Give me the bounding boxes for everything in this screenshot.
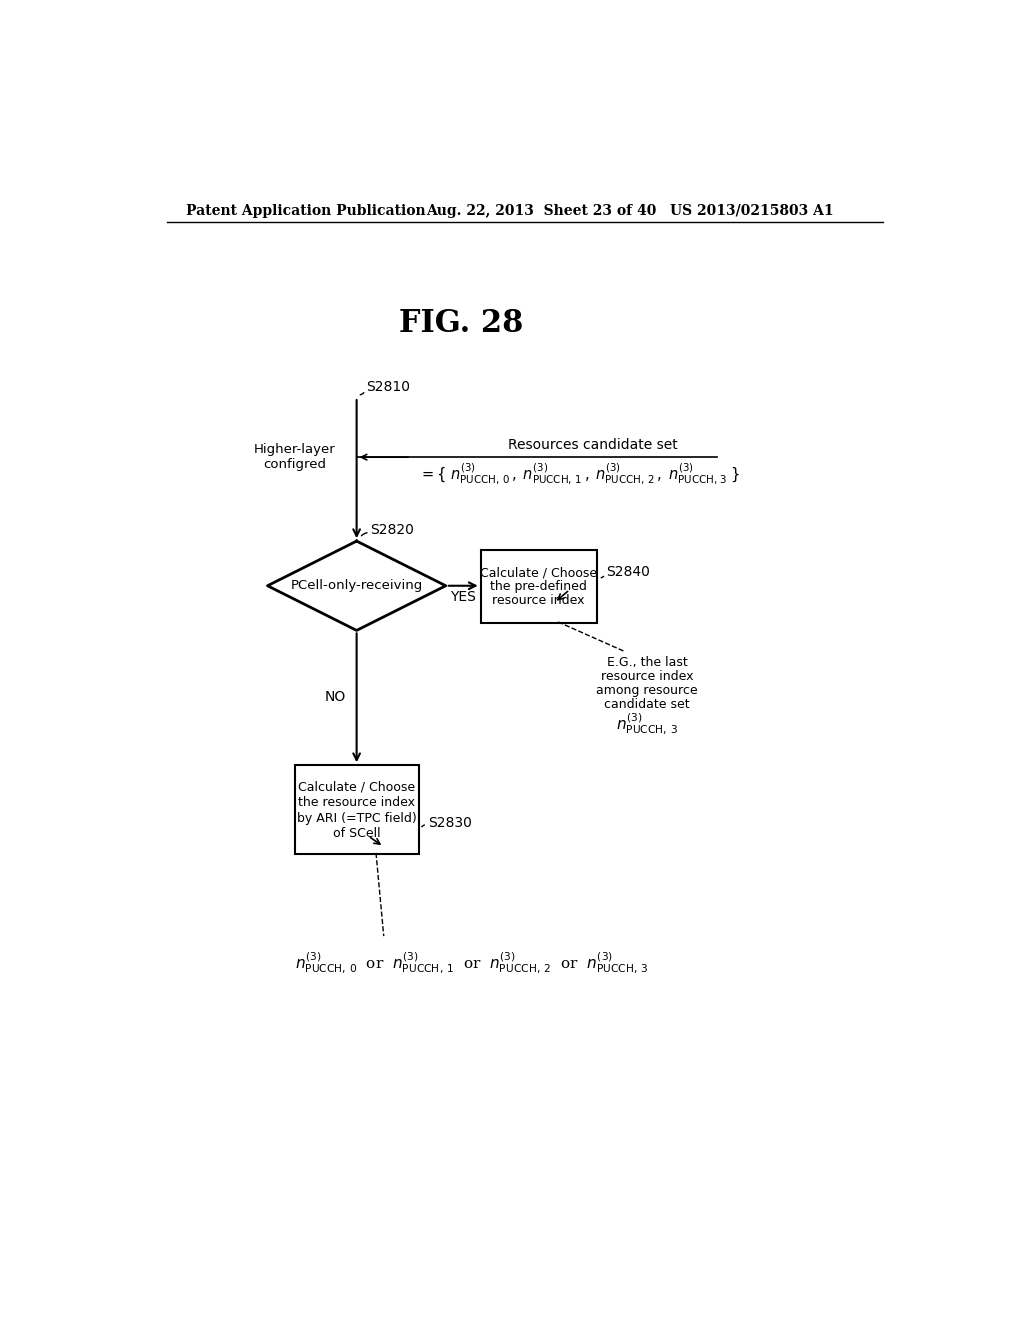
Text: among resource: among resource bbox=[596, 684, 698, 697]
Text: S2820: S2820 bbox=[371, 523, 415, 537]
Text: the pre-defined: the pre-defined bbox=[490, 579, 587, 593]
Text: E.G., the last: E.G., the last bbox=[607, 656, 688, 669]
Text: of SCell: of SCell bbox=[333, 828, 381, 841]
Text: S2840: S2840 bbox=[606, 565, 650, 579]
Text: FIG. 28: FIG. 28 bbox=[399, 309, 523, 339]
Text: Aug. 22, 2013  Sheet 23 of 40: Aug. 22, 2013 Sheet 23 of 40 bbox=[426, 203, 656, 218]
Text: the resource index: the resource index bbox=[298, 796, 415, 809]
Text: Patent Application Publication: Patent Application Publication bbox=[186, 203, 426, 218]
Text: YES: YES bbox=[450, 590, 476, 603]
FancyBboxPatch shape bbox=[295, 766, 419, 854]
Text: $n^{(3)}_{\mathrm{PUCCH,\,3}}$: $n^{(3)}_{\mathrm{PUCCH,\,3}}$ bbox=[616, 711, 678, 737]
Text: S2830: S2830 bbox=[428, 816, 472, 830]
Text: Higher-layer: Higher-layer bbox=[254, 444, 336, 455]
Text: US 2013/0215803 A1: US 2013/0215803 A1 bbox=[671, 203, 835, 218]
Text: $= \{ \; n^{(3)}_{\mathrm{PUCCH,\,0}} \, , \; n^{(3)}_{\mathrm{PUCCH,\,1}} \, , : $= \{ \; n^{(3)}_{\mathrm{PUCCH,\,0}} \,… bbox=[419, 462, 740, 487]
Text: resource index: resource index bbox=[601, 671, 693, 684]
Text: candidate set: candidate set bbox=[604, 698, 690, 711]
Text: NO: NO bbox=[325, 690, 345, 705]
Text: Calculate / Choose: Calculate / Choose bbox=[480, 566, 597, 579]
Text: Calculate / Choose: Calculate / Choose bbox=[298, 781, 415, 795]
Text: resource index: resource index bbox=[493, 594, 585, 607]
Text: S2810: S2810 bbox=[366, 380, 410, 395]
Text: PCell-only-receiving: PCell-only-receiving bbox=[291, 579, 423, 593]
FancyBboxPatch shape bbox=[480, 549, 597, 623]
Text: Resources candidate set: Resources candidate set bbox=[508, 438, 678, 451]
Text: configred: configred bbox=[263, 458, 326, 471]
Text: by ARI (=TPC field): by ARI (=TPC field) bbox=[297, 812, 417, 825]
Text: $n^{(3)}_{\mathrm{PUCCH,\,0}}$  or  $n^{(3)}_{\mathrm{PUCCH,\,1}}$  or  $n^{(3)}: $n^{(3)}_{\mathrm{PUCCH,\,0}}$ or $n^{(3… bbox=[295, 950, 648, 975]
